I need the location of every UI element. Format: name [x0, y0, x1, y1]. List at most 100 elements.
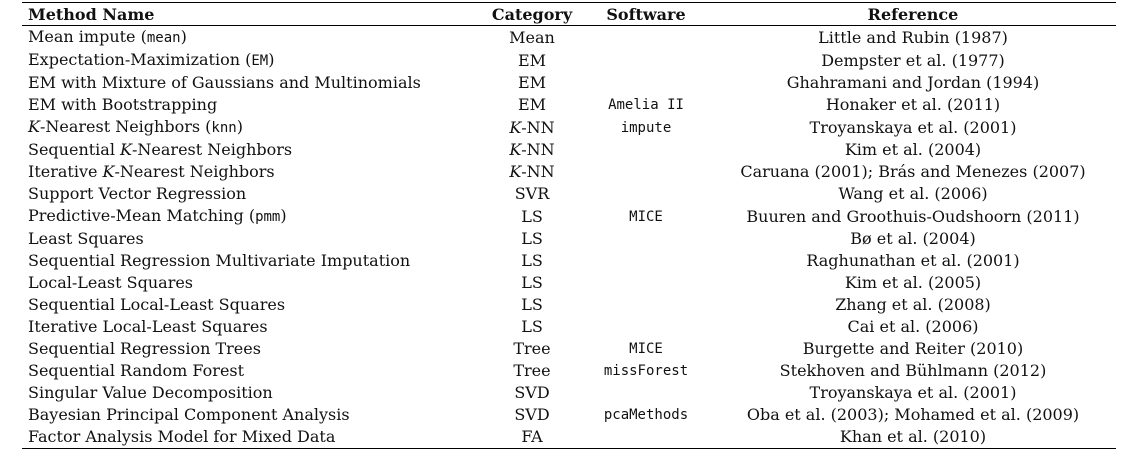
table-row: EM with Bootstrapping EM Amelia II Honaker … — [22, 94, 1116, 116]
reference-cell: Buuren and Groothuis-Oudshoorn (2011) — [746, 206, 1080, 226]
method-name-cell: EM with Bootstrapping — [22, 94, 482, 116]
method-name-cell: Least Squares — [22, 228, 482, 250]
reference-cell: Honaker et al. (2011) — [825, 95, 1001, 114]
category-cell: K-NN — [482, 161, 582, 183]
software-cell — [582, 316, 710, 338]
reference-cell: Raghunathan et al. (2001) — [806, 251, 1020, 270]
method-text: Expectation-Maximization ( — [28, 50, 252, 69]
method-text: Iterative Local-Least Squares — [28, 317, 268, 336]
category-cell: Tree — [482, 360, 582, 382]
method-text: EM with Bootstrapping — [28, 95, 218, 114]
method-italic-text: K — [120, 140, 132, 159]
method-text: -Nearest Neighbors — [132, 140, 293, 159]
method-text: Bayesian Principal Component Analysis — [28, 405, 350, 424]
category-cell: K-NN — [482, 139, 582, 161]
table-row: Sequential Local-Least Squares LS Zhang et… — [22, 294, 1116, 316]
method-italic-text: K — [102, 162, 115, 181]
reference-cell: Troyanskaya et al. (2001) — [809, 117, 1017, 137]
method-text: ) — [180, 27, 187, 46]
table-row: Expectation-Maximization (EM) EM Dempster … — [22, 49, 1116, 72]
category-cell: LS — [482, 228, 582, 250]
table-row: Sequential Regression Multivariate Imput… — [22, 250, 1116, 272]
reference-cell: Zhang et al. (2008) — [835, 295, 991, 314]
reference-cell: Kim et al. (2004) — [844, 140, 982, 159]
header-reference: Reference — [867, 4, 959, 24]
category-text: SVD — [514, 405, 550, 424]
table-row: K-Nearest Neighbors (knn) K-NN impute Troya… — [22, 116, 1116, 139]
software-cell — [582, 294, 710, 316]
method-name-cell: Sequential Local-Least Squares — [22, 294, 482, 316]
table-row: Factor Analysis Model for Mixed Data FA Kh… — [22, 426, 1116, 449]
software-cell — [582, 183, 710, 205]
category-cell: EM — [482, 72, 582, 94]
method-name-cell: Sequential Regression Trees — [22, 338, 482, 360]
method-text: Sequential Local-Least Squares — [28, 295, 286, 314]
software-cell — [582, 72, 710, 94]
table-body: Mean impute (mean) Mean Little and Rubin (… — [22, 26, 1116, 449]
category-cell: SVD — [482, 382, 582, 404]
table-row: Mean impute (mean) Mean Little and Rubin (… — [22, 26, 1116, 50]
method-name-cell: EM with Mixture of Gaussians and Multino… — [22, 72, 482, 94]
category-italic-text: K — [509, 117, 522, 137]
table-row: Sequential Random Forest Tree missForest St… — [22, 360, 1116, 382]
category-text: LS — [521, 295, 543, 314]
category-italic-text: K — [509, 162, 522, 181]
table-row: Singular Value Decomposition SVD Troyanska… — [22, 382, 1116, 404]
category-text: LS — [521, 251, 543, 270]
table-row: EM with Mixture of Gaussians and Multino… — [22, 72, 1116, 94]
method-text: -Nearest Neighbors ( — [39, 117, 212, 136]
method-name-cell: Support Vector Regression — [22, 183, 482, 205]
table-row: Iterative K-Nearest Neighbors K-NN Caruana… — [22, 161, 1116, 183]
category-cell: Tree — [482, 338, 582, 360]
category-cell: SVR — [482, 183, 582, 205]
method-italic-text: K — [28, 117, 40, 136]
method-name-cell: Iterative Local-Least Squares — [22, 316, 482, 338]
method-text: Singular Value Decomposition — [28, 383, 273, 402]
category-cell: EM — [482, 49, 582, 72]
method-code-text: mean — [146, 30, 181, 46]
method-text: Factor Analysis Model for Mixed Data — [28, 427, 336, 446]
category-cell: LS — [482, 250, 582, 272]
reference-cell: Caruana (2001); Brás and Menezes (2007) — [740, 162, 1086, 181]
method-name-cell: Sequential K-Nearest Neighbors — [22, 139, 482, 161]
method-text: EM with Mixture of Gaussians and Multino… — [28, 73, 421, 92]
method-text: Sequential Regression Multivariate Imput… — [28, 251, 411, 270]
category-cell: LS — [482, 205, 582, 228]
software-cell — [582, 426, 710, 449]
software-cell — [582, 161, 710, 183]
method-code-text: knn — [211, 120, 237, 136]
reference-cell: Troyanskaya et al. (2001) — [809, 383, 1017, 402]
reference-cell: Wang et al. (2006) — [838, 184, 988, 203]
method-text: Predictive-Mean Matching ( — [28, 206, 256, 225]
category-text: -NN — [521, 140, 555, 159]
category-text: Tree — [513, 361, 551, 380]
table-row: Local-Least Squares LS Kim et al. (2005) — [22, 272, 1116, 294]
reference-cell: Oba et al. (2003); Mohamed et al. (2009) — [746, 405, 1080, 424]
reference-cell: Burgette and Reiter (2010) — [802, 339, 1024, 358]
category-text: -NN — [521, 117, 555, 137]
method-name-cell: Sequential Random Forest — [22, 360, 482, 382]
header-row: Method Name Category Software Reference — [22, 2, 1116, 26]
method-text: Least Squares — [28, 229, 144, 248]
software-cell — [582, 228, 710, 250]
table-row: Least Squares LS Bø et al. (2004) — [22, 228, 1116, 250]
software-cell: Amelia II — [608, 97, 684, 113]
header-category: Category — [491, 4, 573, 24]
software-cell — [582, 26, 710, 50]
reference-cell: Dempster et al. (1977) — [821, 50, 1005, 70]
method-text: ) — [236, 117, 243, 136]
category-cell: LS — [482, 294, 582, 316]
category-text: EM — [517, 50, 547, 70]
category-cell: LS — [482, 316, 582, 338]
category-italic-text: K — [509, 140, 522, 159]
category-cell: EM — [482, 94, 582, 116]
method-name-cell: Singular Value Decomposition — [22, 382, 482, 404]
category-text: LS — [521, 206, 543, 226]
table-row: Bayesian Principal Component Analysis SVD… — [22, 404, 1116, 426]
reference-cell: Ghahramani and Jordan (1994) — [786, 73, 1040, 92]
category-text: -NN — [521, 162, 555, 181]
table-row: Support Vector Regression SVR Wang et al. … — [22, 183, 1116, 205]
category-cell: FA — [482, 426, 582, 449]
method-name-cell: Bayesian Principal Component Analysis — [22, 404, 482, 426]
method-text: Local-Least Squares — [28, 273, 194, 292]
